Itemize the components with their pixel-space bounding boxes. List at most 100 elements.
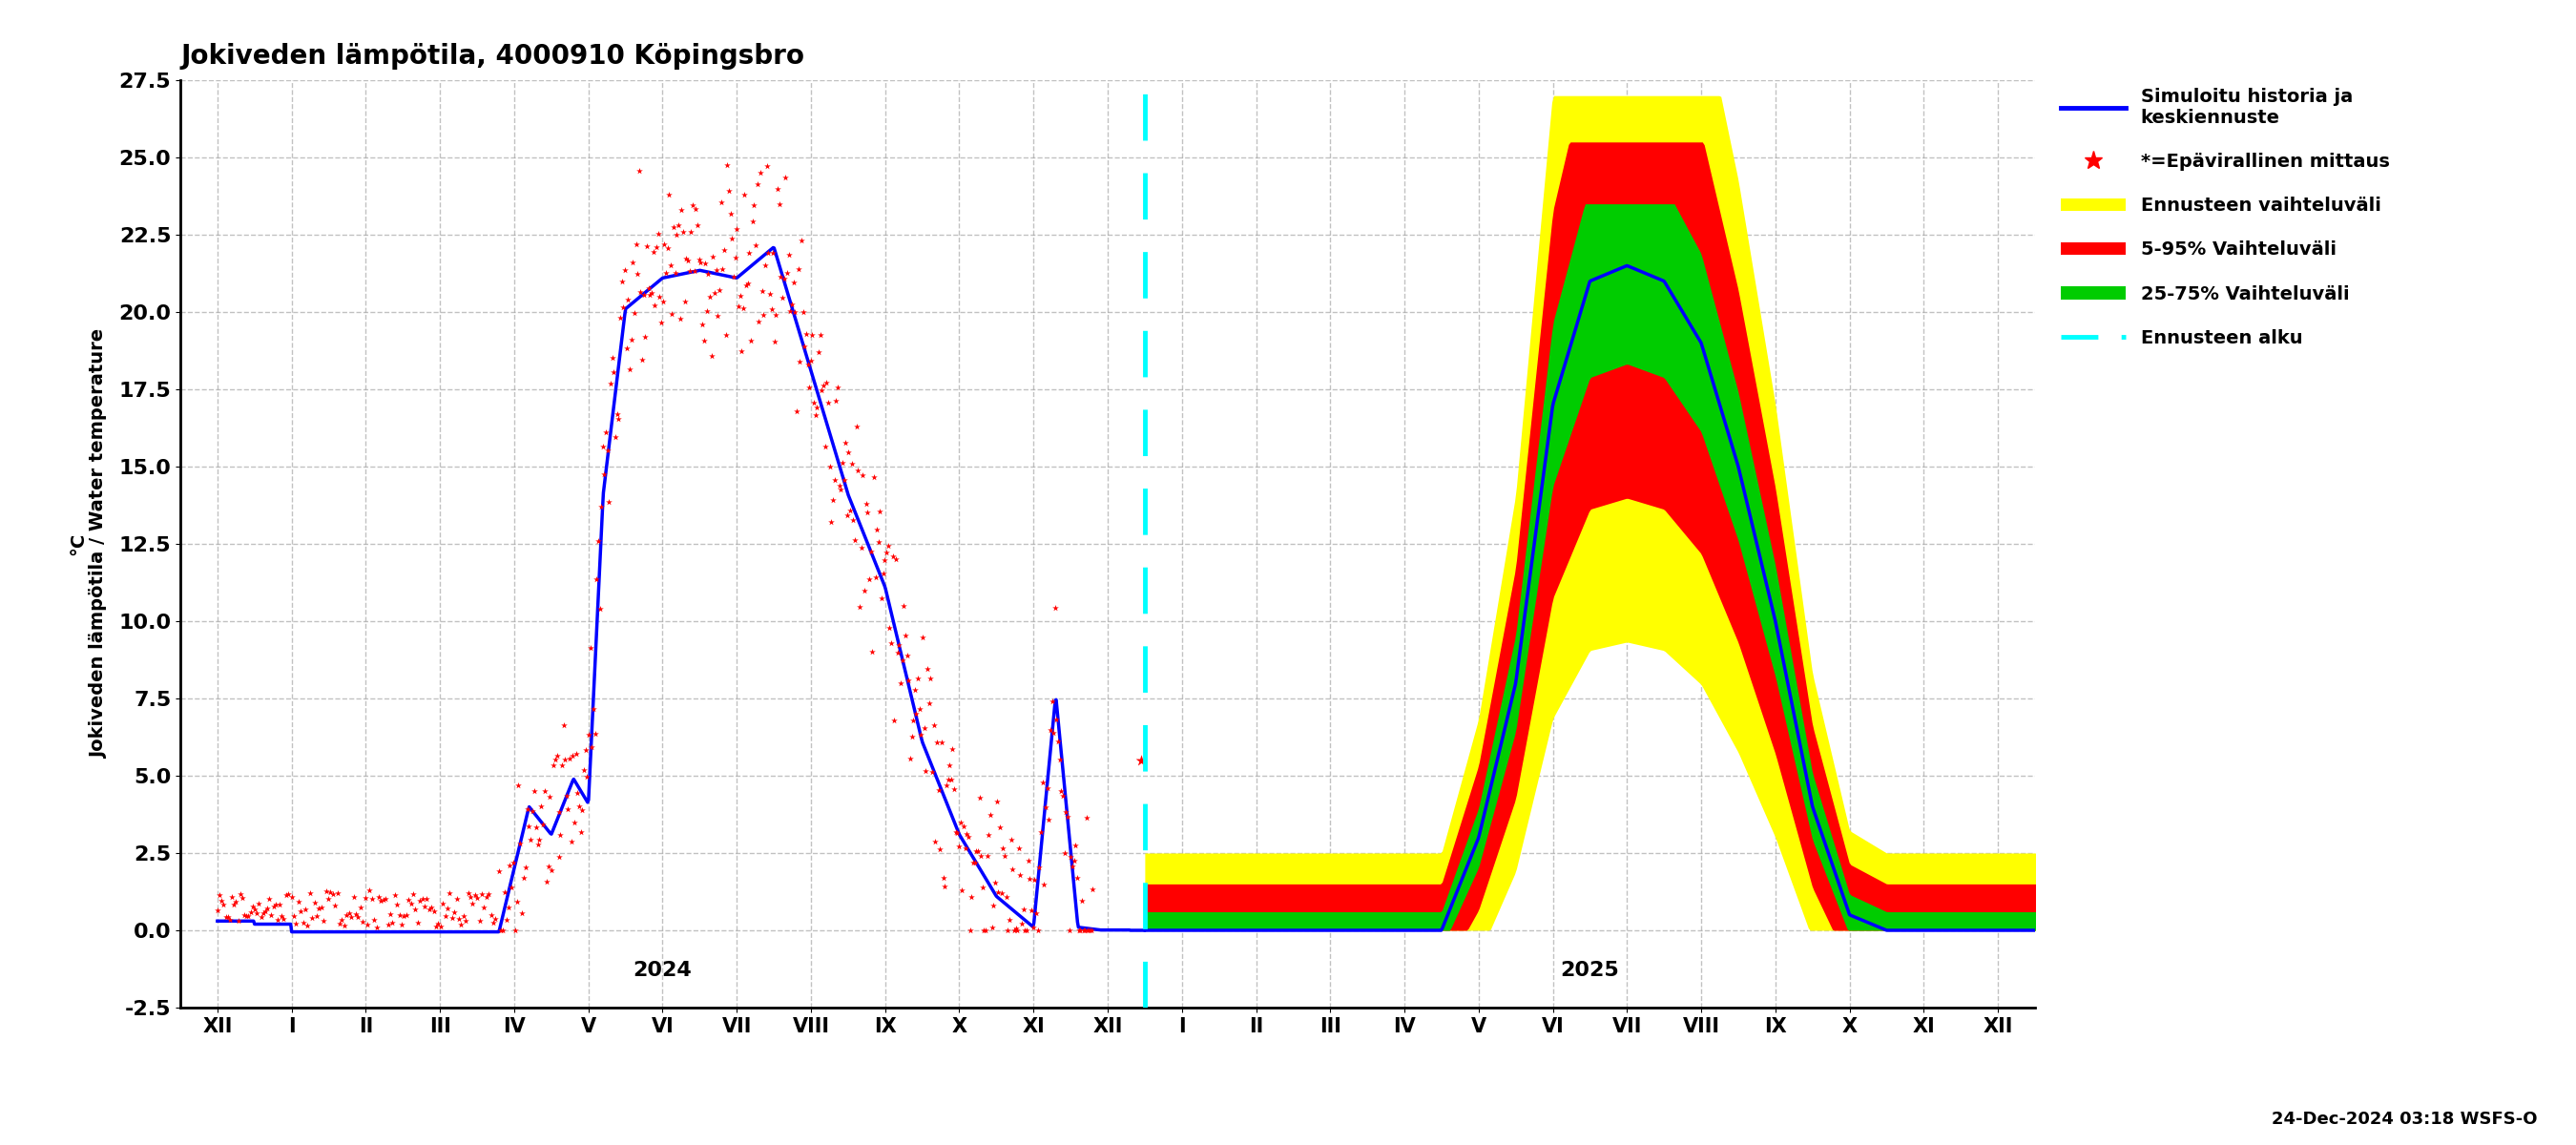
Point [513,782,554,800]
Point [693,284,734,302]
Point [775,302,817,321]
Point [523,782,564,800]
Point [873,546,914,564]
Point [549,800,590,819]
Point [886,646,927,664]
Point [744,256,786,275]
Point [474,909,515,927]
Point [513,802,554,820]
Point [1007,852,1048,870]
Point [938,823,979,842]
Point [1015,903,1056,922]
Point [453,894,495,913]
Point [819,480,860,498]
Point [791,352,832,370]
Point [520,797,562,815]
Point [250,890,291,908]
Point [209,910,250,929]
Point [440,915,482,933]
Point [219,885,260,903]
Point [714,268,755,286]
Point [781,231,822,250]
Point [196,901,237,919]
Point [592,348,634,366]
Point [577,531,618,550]
Point [572,700,613,718]
Point [976,792,1018,811]
Point [997,839,1038,858]
Point [533,756,574,774]
Point [670,222,711,240]
Point [273,907,314,925]
Point [204,895,245,914]
Point [265,885,307,903]
Point [255,895,296,914]
Point [951,887,992,906]
Point [989,910,1030,929]
Point [819,476,860,495]
Point [1030,720,1072,739]
Point [804,437,845,456]
Point [933,740,974,758]
Point [737,175,778,194]
Point [497,776,538,795]
Point [487,898,528,916]
Point [690,347,732,365]
Point [574,725,616,743]
Point [564,761,605,780]
Point [216,892,258,910]
Point [469,885,510,903]
Point [484,883,526,901]
Point [670,262,711,281]
Point [371,914,412,932]
Point [598,410,639,428]
Point [891,728,933,747]
Point [286,917,327,935]
Point [703,240,744,259]
Point [662,200,703,219]
Point [252,898,294,916]
Point [258,910,299,929]
Point [417,914,459,932]
Point [914,832,956,851]
Point [940,814,981,832]
Point [940,881,981,899]
Point [453,886,495,905]
Point [544,716,585,734]
Point [775,402,817,420]
Point [997,921,1038,939]
Point [348,915,389,933]
Point [742,282,783,300]
Point [623,286,665,305]
Point [848,503,889,521]
Point [848,570,889,589]
Point [969,826,1010,844]
Point [374,886,415,905]
Point [677,215,719,234]
Point [281,902,322,921]
Point [551,747,592,765]
Point [319,915,361,933]
Point [873,711,914,729]
Point [925,776,966,795]
Point [824,434,866,452]
Point [510,830,551,848]
Point [214,895,255,914]
Point [556,745,598,764]
Point [634,297,675,315]
Point [260,907,301,925]
Point [641,313,683,331]
Point [863,564,904,583]
Point [505,858,546,876]
Point [896,705,938,724]
Point [755,306,796,324]
Point [528,858,569,876]
Point [958,843,999,861]
Point [276,915,317,933]
Point [907,660,948,678]
Point [487,910,528,929]
Point [616,235,657,253]
Point [425,907,466,925]
Point [1036,599,1077,617]
Point [721,299,762,317]
